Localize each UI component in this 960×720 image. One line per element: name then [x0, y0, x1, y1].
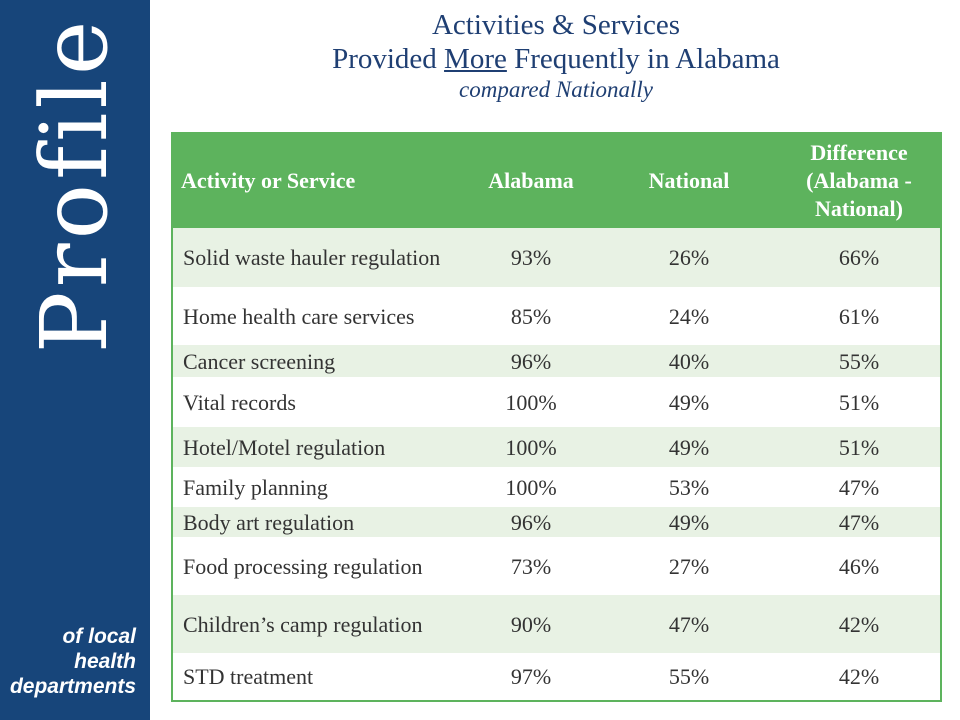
table-row: Home health care services 85% 24% 61% [172, 287, 941, 345]
alabama-cell: 85% [462, 287, 600, 345]
sidebar: Profile of local health departments [0, 0, 150, 720]
activity-cell: Family planning [172, 467, 462, 507]
tagline-line-2: health [74, 650, 136, 673]
title-underlined-word: More [444, 43, 507, 75]
table-row: Food processing regulation 73% 27% 46% [172, 537, 941, 595]
activity-cell: Home health care services [172, 287, 462, 345]
national-cell: 55% [600, 653, 778, 701]
national-cell: 47% [600, 595, 778, 653]
alabama-cell: 100% [462, 377, 600, 427]
profile-wordmark: Profile [21, 16, 128, 354]
difference-cell: 61% [778, 287, 941, 345]
activity-cell: Body art regulation [172, 507, 462, 537]
difference-cell: 42% [778, 595, 941, 653]
table-row: Cancer screening 96% 40% 55% [172, 345, 941, 377]
table-row: Children’s camp regulation 90% 47% 42% [172, 595, 941, 653]
alabama-cell: 93% [462, 228, 600, 287]
header-national: National [600, 133, 778, 228]
difference-cell: 51% [778, 377, 941, 427]
table-row: Family planning 100% 53% 47% [172, 467, 941, 507]
difference-cell: 47% [778, 467, 941, 507]
alabama-cell: 96% [462, 507, 600, 537]
alabama-cell: 97% [462, 653, 600, 701]
alabama-cell: 90% [462, 595, 600, 653]
national-cell: 40% [600, 345, 778, 377]
national-cell: 27% [600, 537, 778, 595]
activity-cell: Vital records [172, 377, 462, 427]
alabama-cell: 100% [462, 427, 600, 467]
title-block: Activities & Services Provided More Freq… [170, 8, 942, 104]
difference-cell: 66% [778, 228, 941, 287]
table-row: Solid waste hauler regulation 93% 26% 66% [172, 228, 941, 287]
title-pre: Provided [332, 43, 445, 75]
national-cell: 24% [600, 287, 778, 345]
table-row: Hotel/Motel regulation 100% 49% 51% [172, 427, 941, 467]
national-cell: 53% [600, 467, 778, 507]
activity-cell: Food processing regulation [172, 537, 462, 595]
comparison-table: Activity or Service Alabama National Dif… [171, 132, 942, 702]
activity-cell: Children’s camp regulation [172, 595, 462, 653]
activity-cell: Solid waste hauler regulation [172, 228, 462, 287]
alabama-cell: 96% [462, 345, 600, 377]
alabama-cell: 100% [462, 467, 600, 507]
page-title: Activities & Services [431, 9, 681, 41]
difference-cell: 46% [778, 537, 941, 595]
header-difference: Difference (Alabama - National) [778, 133, 941, 228]
table-row: Body art regulation 96% 49% 47% [172, 507, 941, 537]
tagline: of local health departments [10, 624, 136, 699]
activity-cell: Cancer screening [172, 345, 462, 377]
difference-cell: 51% [778, 427, 941, 467]
activity-cell: Hotel/Motel regulation [172, 427, 462, 467]
difference-cell: 47% [778, 507, 941, 537]
national-cell: 49% [600, 427, 778, 467]
header-activity: Activity or Service [172, 133, 462, 228]
page-title-line-2: Provided More Frequently in Alabama [170, 42, 942, 76]
national-cell: 26% [600, 228, 778, 287]
difference-cell: 55% [778, 345, 941, 377]
tagline-line-1: of local [62, 625, 136, 648]
national-cell: 49% [600, 507, 778, 537]
header-alabama: Alabama [462, 133, 600, 228]
table-row: STD treatment 97% 55% 42% [172, 653, 941, 701]
table-header-row: Activity or Service Alabama National Dif… [172, 133, 941, 228]
page-subtitle: compared Nationally [459, 77, 653, 102]
difference-cell: 42% [778, 653, 941, 701]
tagline-line-3: departments [9, 675, 136, 698]
alabama-cell: 73% [462, 537, 600, 595]
title-post: Frequently in Alabama [506, 43, 780, 75]
table-row: Vital records 100% 49% 51% [172, 377, 941, 427]
activity-cell: STD treatment [172, 653, 462, 701]
national-cell: 49% [600, 377, 778, 427]
